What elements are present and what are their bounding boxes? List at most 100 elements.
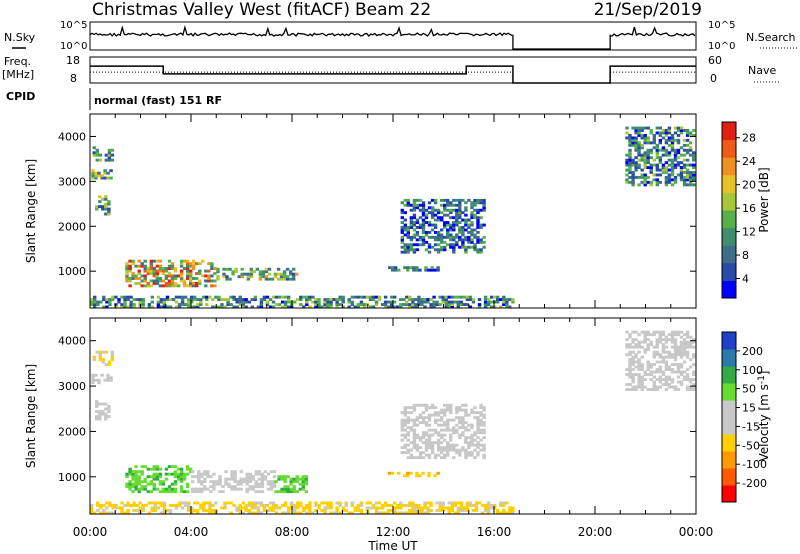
vel-cell: [430, 443, 435, 447]
power-cell: [634, 131, 638, 135]
power-cell: [473, 208, 477, 212]
vel-cell: [128, 480, 132, 484]
vel-cell: [308, 509, 312, 512]
vel-cell: [236, 482, 240, 486]
power-cell: [658, 161, 662, 165]
vel-cell: [295, 490, 299, 494]
vel-cell: [287, 509, 291, 512]
vel-cell: [418, 436, 423, 440]
power-cell: [634, 136, 638, 140]
vel-cell: [474, 506, 479, 510]
vel-cell: [493, 506, 497, 510]
power-cell: [377, 295, 382, 299]
power-cell: [476, 221, 480, 224]
vel-cell: [286, 490, 290, 494]
vel-cell: [95, 417, 99, 421]
power-cell: [449, 211, 453, 215]
power-cell: [430, 223, 435, 227]
vel-cell: [283, 475, 287, 479]
power-cell: [649, 166, 653, 169]
power-cell: [199, 298, 203, 301]
power-cell: [643, 161, 647, 165]
vel-cell: [440, 423, 444, 427]
vel-cell: [105, 511, 109, 515]
vel-cell: [661, 358, 666, 362]
frequency-panel-frame: [89, 56, 697, 84]
power-cell: [458, 211, 462, 215]
vel-cell: [455, 408, 459, 412]
power-cell: [193, 305, 197, 309]
vel-cell: [459, 506, 464, 510]
power-cell: [446, 223, 450, 227]
vel-cell: [253, 511, 257, 515]
power-cell: [210, 279, 214, 283]
vel-cell: [634, 353, 638, 357]
power-cell: [658, 148, 662, 152]
power-cell: [403, 248, 407, 252]
power-cell: [158, 279, 163, 283]
power-cell: [685, 148, 690, 152]
vel-cell: [658, 340, 662, 344]
velocity-colorbar-step: [722, 332, 736, 350]
vel-cell: [206, 487, 210, 491]
power-cell: [432, 305, 436, 309]
power-cell: [676, 129, 681, 132]
vel-cell: [239, 470, 243, 474]
vel-cell: [688, 385, 693, 389]
power-cell: [323, 303, 327, 306]
frequency-panel: Freq. [MHz] 18 8 60 0 Nave: [2, 54, 780, 85]
vel-cell: [289, 482, 293, 486]
vel-cell: [134, 475, 138, 479]
vel-cell: [259, 504, 264, 507]
power-cell: [356, 303, 360, 306]
power-cell: [411, 300, 415, 304]
vel-cell: [386, 509, 391, 512]
power-cell: [468, 305, 473, 309]
power-cell: [173, 269, 178, 273]
power-cell: [228, 267, 232, 271]
vel-cell: [292, 485, 296, 489]
vel-cell: [436, 433, 441, 437]
power-cell: [374, 300, 379, 304]
power-cell: [682, 138, 687, 142]
power-cell: [222, 275, 226, 279]
vel-cell: [628, 335, 632, 339]
power-cell: [258, 275, 263, 279]
vel-cell: [685, 330, 690, 334]
power-cell: [436, 243, 441, 247]
vel-cell: [353, 509, 357, 512]
power-cell: [368, 295, 373, 299]
power-cell: [104, 207, 108, 211]
power-cell: [637, 176, 641, 179]
power-cell: [323, 300, 327, 304]
power-cell: [406, 201, 410, 205]
vel-cell: [452, 443, 456, 447]
power-cell: [646, 180, 650, 184]
vel-ytick-label: 4000: [58, 335, 86, 348]
power-cell: [470, 216, 474, 220]
power-cell: [634, 166, 638, 169]
power-cell: [452, 235, 456, 239]
power-cell: [505, 303, 509, 306]
vel-cell: [499, 501, 503, 505]
vel-cell: [440, 441, 444, 445]
power-cell: [400, 250, 404, 254]
vel-cell: [446, 451, 450, 455]
vel-cell: [305, 506, 309, 510]
frequency-series-line: [90, 65, 696, 84]
power-cell: [433, 231, 438, 234]
vel-cell: [91, 381, 95, 385]
power-cell: [432, 303, 436, 306]
power-cell: [676, 151, 681, 155]
power-cell: [464, 238, 468, 242]
vel-cell: [628, 345, 632, 349]
power-cell: [449, 201, 453, 205]
power-cell: [634, 176, 638, 179]
power-cell: [421, 203, 426, 207]
power-cell: [149, 259, 153, 263]
vel-cell: [304, 477, 308, 481]
power-cell: [393, 305, 397, 309]
vel-cell: [226, 501, 230, 505]
vel-cell: [220, 506, 224, 510]
velocity-colorbar-step: [722, 468, 736, 486]
